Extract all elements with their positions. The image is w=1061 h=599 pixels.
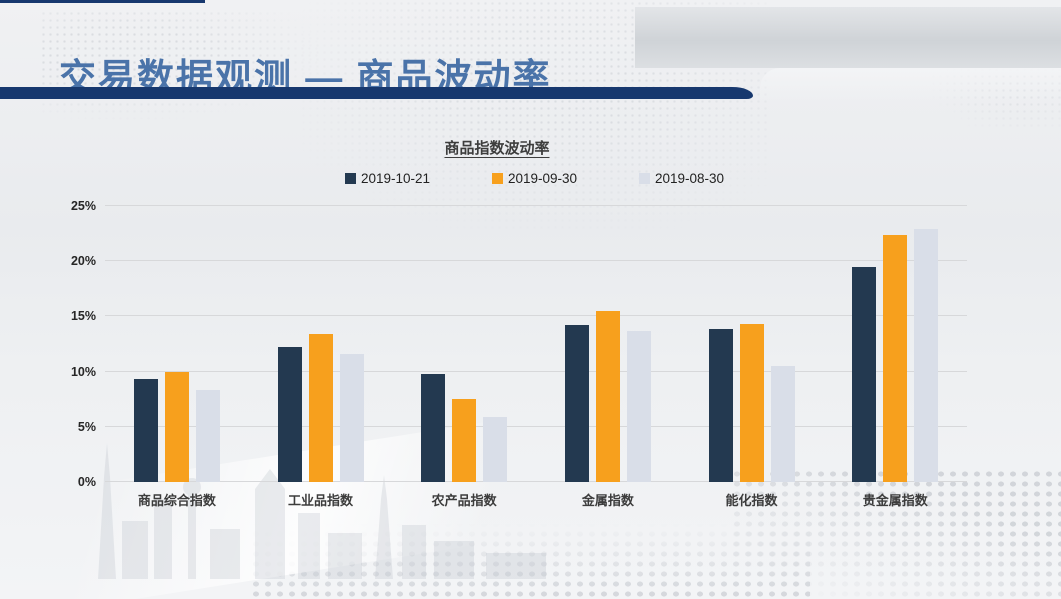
bar-2019-09-30	[739, 324, 764, 482]
legend-swatch	[345, 173, 356, 184]
gridline	[105, 260, 967, 262]
bar-2019-10-21	[852, 266, 877, 482]
y-tick-label: 10%	[70, 364, 96, 379]
chart-legend: 2019-10-21 2019-09-30 2019-08-30	[345, 171, 742, 186]
bar-2019-09-30	[308, 334, 333, 482]
y-tick-label: 15%	[70, 309, 96, 324]
hexagon-dots-texture	[731, 469, 1061, 599]
chart-title: 商品指数波动率	[444, 140, 550, 157]
legend-label: 2019-08-30	[655, 171, 725, 186]
bar-groups	[105, 206, 967, 482]
y-tick-label: 25%	[70, 199, 96, 213]
gridline	[105, 205, 967, 206]
bar-group	[823, 206, 967, 482]
top-right-rounded-card	[760, 68, 1061, 102]
bar-2019-08-30	[914, 229, 939, 482]
legend-item: 2019-10-21	[345, 171, 448, 186]
bar-2019-08-30	[626, 330, 651, 482]
bar-2019-09-30	[164, 371, 189, 482]
x-category-label: 工业品指数	[288, 493, 354, 508]
x-axis-labels: 商品综合指数 工业品指数 农产品指数 金属指数 能化指数 贵金属指数	[105, 490, 967, 509]
bar-group	[536, 206, 680, 482]
legend-item: 2019-08-30	[639, 171, 742, 186]
y-tick-label: 0%	[77, 475, 96, 489]
gridline	[105, 370, 967, 372]
bar-2019-10-21	[277, 347, 302, 482]
legend-label: 2019-09-30	[508, 171, 578, 186]
x-category-label: 金属指数	[581, 493, 634, 508]
top-right-gray-band	[635, 7, 1061, 68]
bar-2019-10-21	[421, 373, 446, 482]
x-category-label: 商品综合指数	[137, 493, 216, 508]
bar-2019-08-30	[483, 416, 508, 482]
header-divider-bar	[0, 87, 753, 99]
bar-group	[680, 206, 824, 482]
bar-2019-09-30	[452, 399, 477, 482]
hexagon-dots-texture	[250, 519, 810, 599]
bar-2019-08-30	[339, 353, 364, 482]
bar-group	[392, 206, 536, 482]
bar-2019-10-21	[564, 325, 589, 482]
bar-2019-10-21	[708, 328, 733, 482]
y-tick-label: 20%	[70, 254, 96, 269]
legend-item: 2019-09-30	[492, 171, 595, 186]
x-category-label: 贵金属指数	[862, 493, 928, 508]
bar-group	[105, 206, 249, 482]
legend-swatch	[639, 173, 650, 184]
bar-group	[249, 206, 393, 482]
bar-2019-08-30	[195, 390, 220, 482]
gridline	[105, 315, 967, 317]
bar-2019-10-21	[133, 379, 158, 482]
legend-label: 2019-10-21	[361, 171, 431, 186]
x-category-label: 农产品指数	[431, 493, 497, 508]
gridline	[105, 481, 967, 482]
y-tick-label: 5%	[77, 419, 96, 434]
bar-2019-09-30	[883, 234, 908, 482]
plot-area	[105, 205, 967, 482]
bar-2019-08-30	[770, 366, 795, 482]
bar-2019-09-30	[595, 310, 620, 482]
gridline	[105, 425, 967, 427]
top-left-accent-line	[0, 0, 205, 3]
x-category-label: 能化指数	[725, 493, 778, 508]
y-axis-labels: 0% 5% 10% 15% 20% 25%	[0, 199, 96, 489]
legend-swatch	[492, 173, 503, 184]
